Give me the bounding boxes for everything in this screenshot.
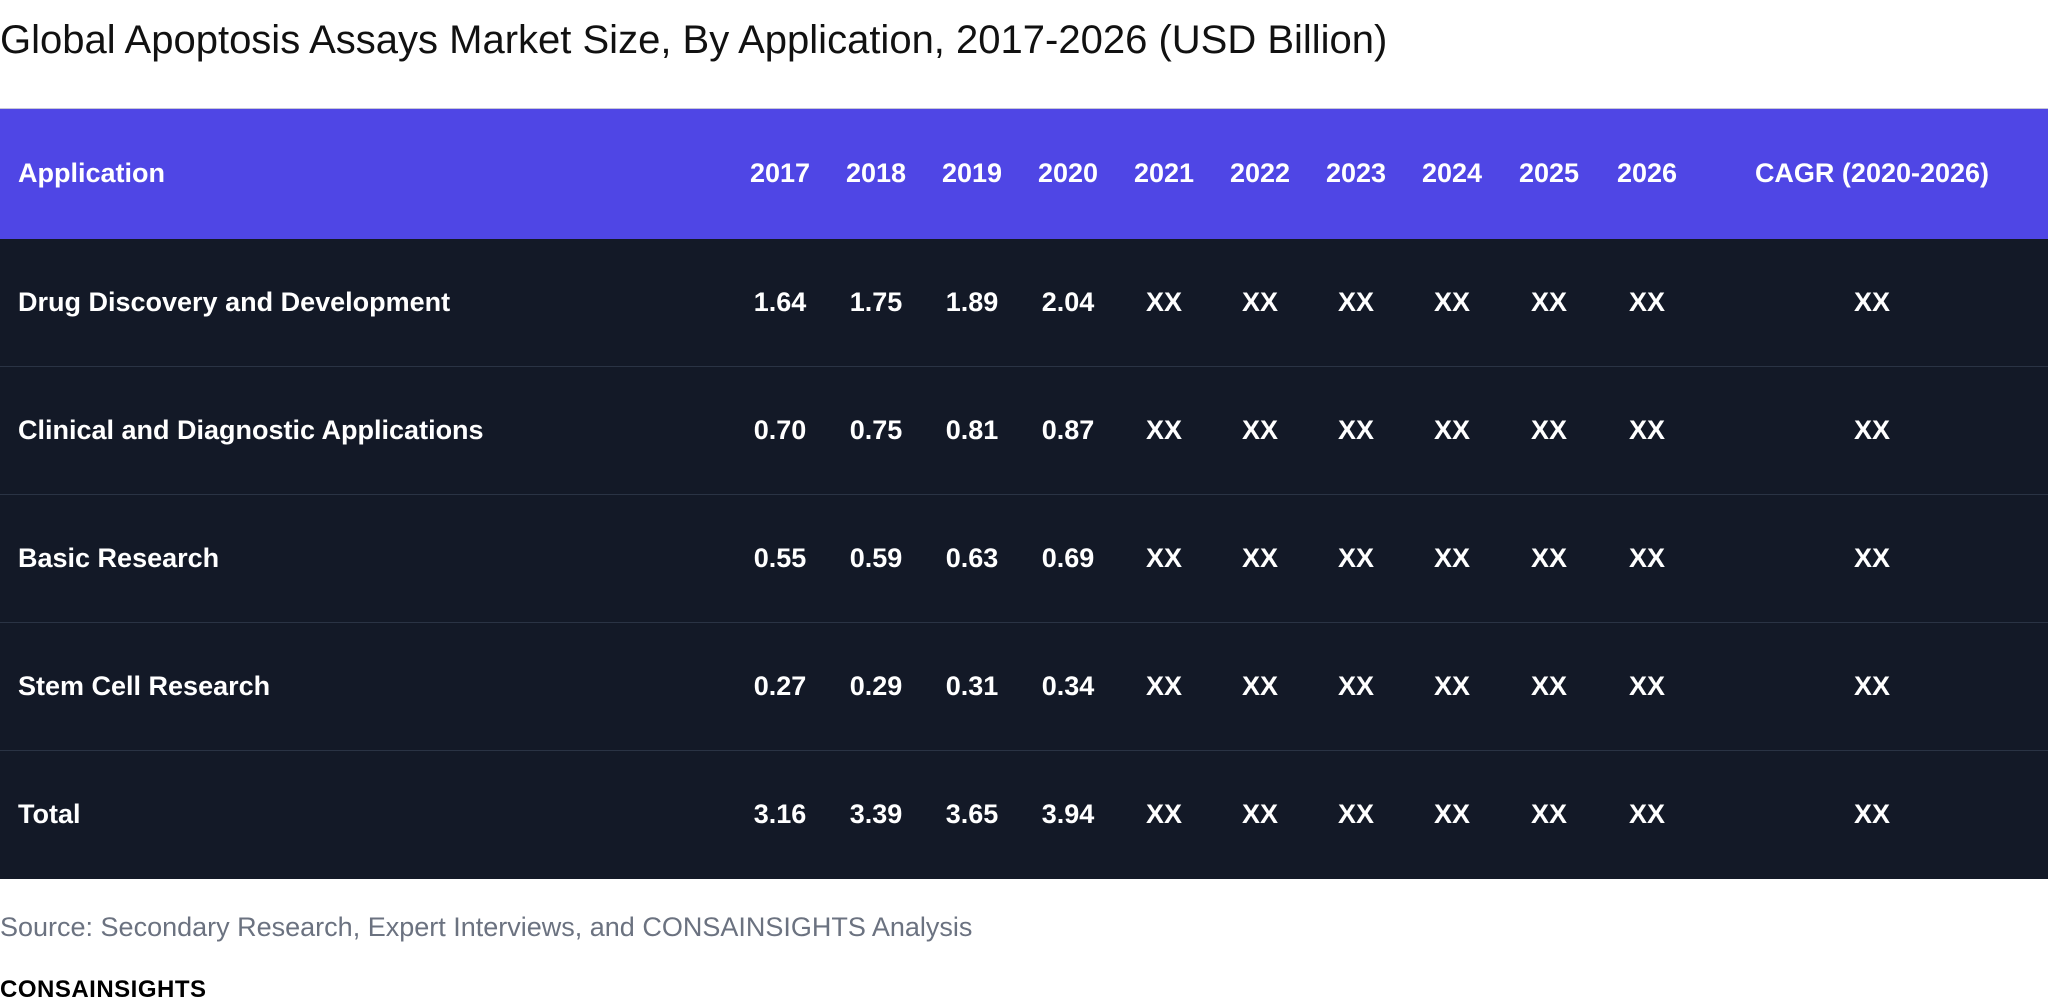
table-cell: XX: [1433, 286, 1471, 317]
header-2021: 2021: [1133, 158, 1195, 189]
table-cell: XX: [1530, 286, 1568, 317]
table-cell: XX: [1337, 286, 1375, 317]
table-cell: 0.63: [924, 494, 1020, 623]
table-row: Total 3.16 3.39 3.65 3.94 XX XX XX XX XX XX XX: [0, 750, 2048, 879]
table-cell: 0.69: [1020, 494, 1116, 623]
table-cell: 0.59: [828, 494, 924, 623]
table-cell: XX: [1212, 750, 1308, 879]
table-cell: XX: [1696, 622, 2048, 751]
market-size-table: Application 2017 2018 2019 2020 2021 202…: [0, 108, 2048, 879]
table-cell: 1.75: [849, 286, 903, 317]
table-cell: XX: [1212, 366, 1308, 495]
table-cell: 0.29: [828, 622, 924, 751]
table-cell: XX: [1696, 750, 2048, 879]
table-cell: 2.04: [1041, 286, 1095, 317]
table-row: Drug Discovery and Development 1.64 1.75 1.…: [0, 238, 2048, 367]
table-cell: XX: [1598, 494, 1696, 623]
table-cell: XX: [1241, 286, 1279, 317]
table-cell: XX: [1598, 750, 1696, 879]
header-2022: 2022: [1229, 158, 1291, 189]
table-cell: XX: [1308, 494, 1404, 623]
table-cell: XX: [1212, 622, 1308, 751]
header-2018: 2018: [845, 158, 907, 189]
table-cell: XX: [1500, 494, 1598, 623]
header-2019: 2019: [941, 158, 1003, 189]
table-cell: XX: [1145, 286, 1183, 317]
table-row: Basic Research 0.55 0.59 0.63 0.69 XX XX XX XX XX…: [0, 494, 2048, 623]
row-label: Drug Discovery and Development: [18, 286, 451, 317]
header-2026: 2026: [1616, 158, 1678, 189]
table-row: Clinical and Diagnostic Applications 0.70…: [0, 366, 2048, 495]
table-cell: XX: [1116, 366, 1212, 495]
table-cell: 0.70: [732, 366, 828, 495]
header-2023: 2023: [1325, 158, 1387, 189]
table-cell: XX: [1404, 750, 1500, 879]
header-2020: 2020: [1037, 158, 1099, 189]
table-cell: XX: [1696, 366, 2048, 495]
source-note: Source: Secondary Research, Expert Inter…: [0, 912, 973, 942]
table-cell: XX: [1853, 286, 1891, 317]
table-cell: XX: [1116, 494, 1212, 623]
table-cell: XX: [1308, 366, 1404, 495]
row-label: Clinical and Diagnostic Applications: [0, 366, 732, 495]
table-cell: XX: [1598, 622, 1696, 751]
table-cell: 3.94: [1020, 750, 1116, 879]
table-cell: XX: [1598, 366, 1696, 495]
table-cell: 0.27: [732, 622, 828, 751]
table-cell: XX: [1628, 286, 1666, 317]
table-cell: 3.65: [924, 750, 1020, 879]
table-cell: 0.34: [1020, 622, 1116, 751]
table-cell: XX: [1500, 366, 1598, 495]
table-cell: 1.64: [753, 286, 807, 317]
table-cell: 3.39: [828, 750, 924, 879]
table-cell: 0.87: [1020, 366, 1116, 495]
table-cell: XX: [1404, 366, 1500, 495]
table-cell: 0.55: [732, 494, 828, 623]
table-cell: 0.81: [924, 366, 1020, 495]
header-2024: 2024: [1421, 158, 1483, 189]
header-2025: 2025: [1518, 158, 1580, 189]
table-cell: XX: [1696, 494, 2048, 623]
table-header-row: Application 2017 2018 2019 2020 2021 202…: [0, 108, 2048, 239]
header-application: Application: [18, 158, 165, 189]
table-row: Stem Cell Research 0.27 0.29 0.31 0.34 XX XX XX…: [0, 622, 2048, 751]
table-cell: XX: [1404, 622, 1500, 751]
page-title: Global Apoptosis Assays Market Size, By …: [0, 18, 1388, 62]
header-cagr: CAGR (2020-2026): [1754, 158, 1990, 189]
header-2017: 2017: [749, 158, 811, 189]
table-cell: XX: [1500, 622, 1598, 751]
table-cell: XX: [1404, 494, 1500, 623]
table-cell: 0.31: [924, 622, 1020, 751]
table-cell: XX: [1500, 750, 1598, 879]
table-cell: 1.89: [945, 286, 999, 317]
consainsights-logo: CONSAINSIGHTS: [0, 976, 207, 1003]
row-label: Stem Cell Research: [0, 622, 732, 751]
table-cell: XX: [1308, 622, 1404, 751]
table-body: Drug Discovery and Development 1.64 1.75 1.…: [0, 238, 2048, 879]
table-cell: XX: [1116, 622, 1212, 751]
table-cell: 0.75: [828, 366, 924, 495]
table-cell: XX: [1308, 750, 1404, 879]
table-cell: 3.16: [732, 750, 828, 879]
row-label: Basic Research: [0, 494, 732, 623]
table-cell: XX: [1212, 494, 1308, 623]
table-cell: XX: [1116, 750, 1212, 879]
row-label: Total: [0, 750, 732, 879]
